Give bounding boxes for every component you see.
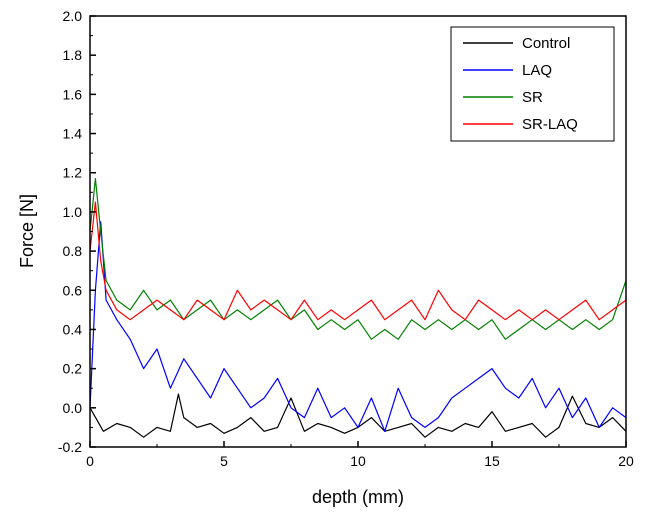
y-tick-label: 1.6 — [63, 86, 83, 102]
y-tick-label: 1.8 — [63, 47, 83, 63]
legend-label-sr: SR — [522, 89, 543, 106]
y-tick-label: 0.6 — [63, 282, 83, 298]
x-tick-label: 10 — [350, 453, 366, 469]
series-line-control — [89, 393, 627, 438]
legend-label-control: Control — [522, 35, 570, 52]
legend: Control LAQ SR SR-LAQ — [450, 26, 615, 142]
series-line-sr-laq — [89, 201, 627, 321]
tick-layer: 0 5 10 15 20 -0.2 0.0 0.2 0.4 0.6 0.8 1.0 1.2 1.4 1.6 1… — [58, 8, 634, 469]
y-tick-label: 1.0 — [63, 204, 83, 220]
legend-label-laq: LAQ — [522, 62, 552, 79]
series-line-laq — [89, 221, 627, 432]
y-axis-title: Force [N] — [17, 194, 37, 268]
x-tick-label: 5 — [220, 453, 228, 469]
legend-box — [450, 26, 615, 142]
legend-label-sr-laq: SR-LAQ — [522, 116, 578, 133]
y-tick-label: -0.2 — [58, 439, 82, 455]
x-tick-label: 20 — [618, 453, 634, 469]
x-tick-label: 15 — [484, 453, 500, 469]
y-tick-label: 2.0 — [63, 8, 83, 24]
y-tick-label: 1.2 — [63, 165, 83, 181]
y-tick-label: 1.4 — [63, 126, 83, 142]
y-tick-label: 0.8 — [63, 243, 83, 259]
y-tick-label: 0.4 — [63, 321, 83, 337]
x-tick-label: 0 — [86, 453, 94, 469]
series-layer — [89, 178, 627, 438]
y-tick-label: 0.0 — [63, 400, 83, 416]
x-axis-title: depth (mm) — [312, 487, 404, 507]
y-tick-label: 0.2 — [63, 361, 83, 377]
